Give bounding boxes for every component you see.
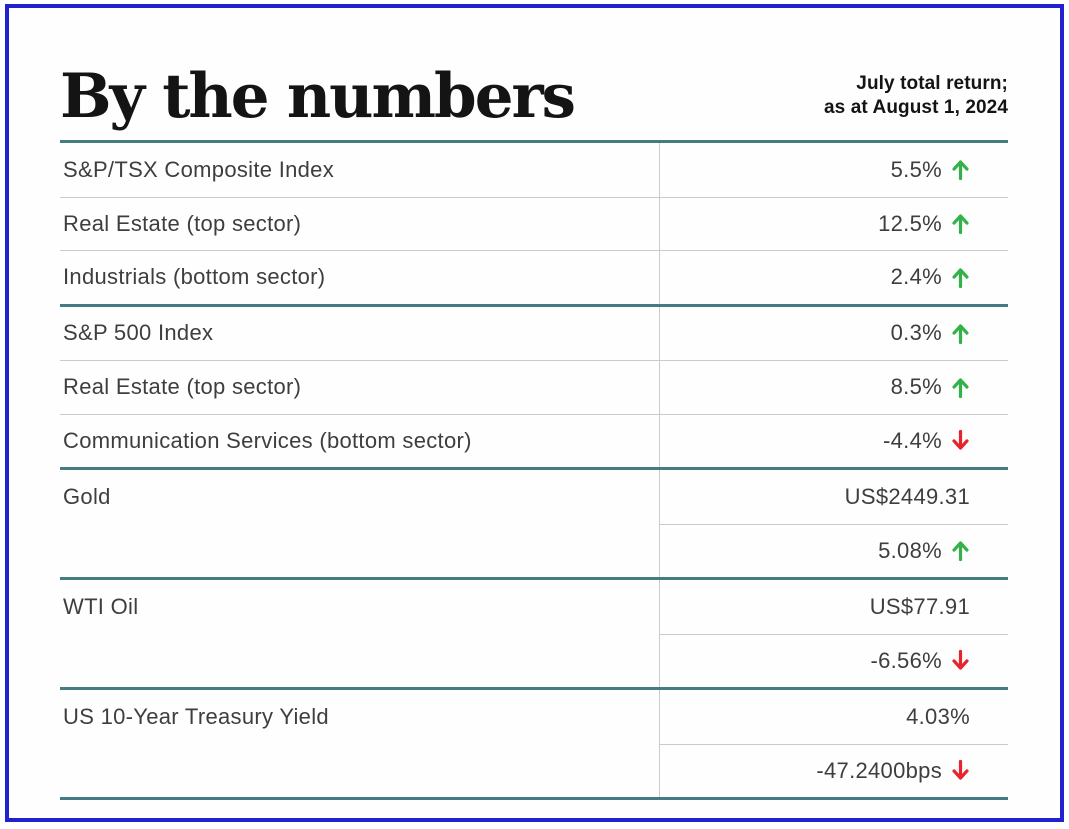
table-row: -6.56%: [60, 633, 1008, 688]
row-label: Industrials (bottom sector): [63, 264, 326, 290]
row-value: 5.08%: [659, 523, 1008, 577]
row-value-text: 12.5%: [878, 210, 942, 236]
row-value-text: US$2449.31: [844, 483, 970, 509]
row-value-text: 8.5%: [890, 374, 942, 400]
page-title: By the numbers: [60, 61, 576, 133]
table-row: Industrials (bottom sector) 2.4%: [60, 250, 1008, 304]
up-arrow-icon: [951, 212, 970, 235]
row-label: Gold: [63, 483, 111, 509]
table-group-tsx: S&P/TSX Composite Index 5.5% Real Estate…: [60, 140, 1008, 304]
row-value-text: 2.4%: [890, 264, 942, 290]
page-frame: By the numbers July total return; as at …: [5, 4, 1064, 822]
down-arrow-icon: [951, 649, 970, 672]
row-label: Real Estate (top sector): [63, 374, 302, 400]
row-value-text: 0.3%: [890, 320, 942, 346]
table-row: Real Estate (top sector) 8.5%: [60, 360, 1008, 414]
row-value-text: 5.08%: [878, 537, 942, 563]
table-row: 5.08%: [60, 523, 1008, 578]
table-row: US 10-Year Treasury Yield 4.03%: [60, 690, 1008, 744]
table-row: S&P/TSX Composite Index 5.5%: [60, 143, 1008, 197]
row-value-text: 5.5%: [890, 156, 942, 182]
row-value-text: -4.4%: [883, 427, 942, 453]
row-value: 8.5%: [659, 361, 1008, 414]
up-arrow-icon: [951, 322, 970, 345]
row-label: US 10-Year Treasury Yield: [63, 703, 329, 729]
row-label: S&P/TSX Composite Index: [63, 156, 335, 182]
table-group-treasury: US 10-Year Treasury Yield 4.03% -47.2400…: [60, 687, 1008, 797]
row-label: WTI Oil: [63, 593, 139, 619]
table-row: S&P 500 Index 0.3%: [60, 306, 1008, 360]
row-value-text: -6.56%: [870, 647, 942, 673]
table-row: -47.2400bps: [60, 743, 1008, 798]
up-arrow-icon: [951, 539, 970, 562]
up-arrow-icon: [951, 158, 970, 181]
down-arrow-icon: [951, 759, 970, 782]
up-arrow-icon: [951, 266, 970, 289]
table-group-sp500: S&P 500 Index 0.3% Real Estate (top sect…: [60, 303, 1008, 467]
table-row: WTI Oil US$77.91: [60, 580, 1008, 634]
row-value: US$2449.31: [659, 470, 1008, 524]
row-value-text: US$77.91: [869, 593, 970, 619]
row-label: Real Estate (top sector): [63, 210, 302, 236]
row-value-text: -47.2400bps: [816, 757, 942, 783]
row-value: -6.56%: [659, 633, 1008, 687]
up-arrow-icon: [951, 376, 970, 399]
row-value: -4.4%: [659, 414, 1008, 467]
table-group-oil: WTI Oil US$77.91 -6.56%: [60, 577, 1008, 687]
row-value-text: 4.03%: [906, 703, 970, 729]
table-row: Gold US$2449.31: [60, 470, 1008, 524]
table-row: Communication Services (bottom sector) -…: [60, 413, 1008, 467]
row-value: 5.5%: [659, 143, 1008, 197]
infographic: By the numbers July total return; as at …: [9, 8, 1008, 800]
row-value: 2.4%: [659, 251, 1008, 304]
header-note-line2: as at August 1, 2024: [824, 97, 1008, 119]
row-value: 4.03%: [659, 690, 1008, 744]
row-label: [60, 524, 659, 578]
data-table: S&P/TSX Composite Index 5.5% Real Estate…: [60, 140, 1008, 800]
row-value: US$77.91: [659, 580, 1008, 634]
row-value: -47.2400bps: [659, 743, 1008, 797]
row-label: [60, 744, 659, 798]
table-row: Real Estate (top sector) 12.5%: [60, 196, 1008, 250]
row-label: Communication Services (bottom sector): [63, 427, 472, 453]
row-value: 12.5%: [659, 197, 1008, 250]
row-label: S&P 500 Index: [63, 320, 214, 346]
header-note-line1: July total return;: [856, 72, 1008, 94]
down-arrow-icon: [951, 429, 970, 452]
row-label: [60, 634, 659, 688]
header-note: July total return; as at August 1, 2024: [824, 72, 1008, 126]
header: By the numbers July total return; as at …: [60, 48, 1008, 133]
table-group-gold: Gold US$2449.31 5.08%: [60, 467, 1008, 577]
row-value: 0.3%: [659, 306, 1008, 360]
